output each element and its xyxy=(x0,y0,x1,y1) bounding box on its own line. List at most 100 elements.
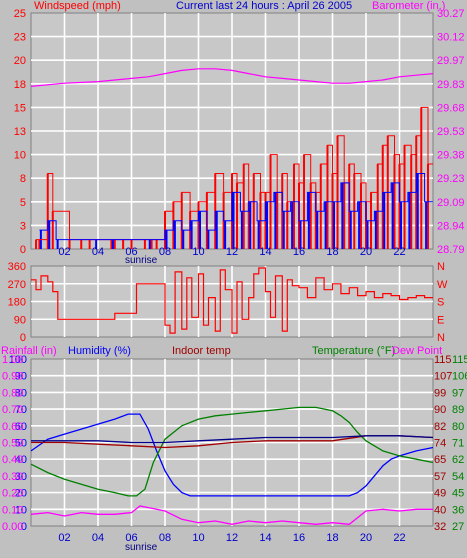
wind-y-tick: 23 xyxy=(14,32,26,44)
x-tick-label: 04 xyxy=(92,246,104,258)
chart-title: Current last 24 hours : April 26 2005 xyxy=(176,0,352,12)
rain-y-tick: 0.60 xyxy=(2,421,23,433)
humidity-y-tick: 50 xyxy=(15,438,27,450)
sunrise-label-top: sunrise xyxy=(125,255,158,266)
x-tick-label: 20 xyxy=(360,532,372,544)
direction-line xyxy=(31,267,433,334)
baro-y-tick: 29.68 xyxy=(437,102,465,114)
wind-panel: 25 23 20 18 15 13 10 8 5 3 0 30.27 30.12 29.97 29.83 2… xyxy=(14,8,465,266)
rain-y-tick: 1.00 xyxy=(2,354,23,366)
dew-y-tick: 89 xyxy=(452,404,464,416)
baro-y-tick: 29.38 xyxy=(437,150,465,162)
x-tick-label: 10 xyxy=(192,246,204,258)
wind-y-tick: 25 xyxy=(14,8,26,20)
temp-y-tick: 74 xyxy=(434,438,446,450)
x-tick-label: 20 xyxy=(360,246,372,258)
rainfall-axis-title: Rainfall (in) xyxy=(1,345,57,357)
x-tick-label: 02 xyxy=(58,246,70,258)
rain-y-tick: 0.30 xyxy=(2,471,23,483)
direction-y-tick: 270 xyxy=(8,279,26,291)
temperature-marks xyxy=(30,406,434,525)
dew-y-tick: 115 xyxy=(452,354,467,366)
baro-y-tick: 29.09 xyxy=(437,197,465,209)
avg-wind-step-line xyxy=(39,173,433,241)
compass-tick: W xyxy=(437,279,448,291)
temp-y-tick: 40 xyxy=(434,504,446,516)
x-tick-label: 08 xyxy=(159,532,171,544)
baro-y-tick: 29.23 xyxy=(437,173,465,185)
humidity-axis-title: Humidity (%) xyxy=(68,345,131,357)
dew-y-tick: 54 xyxy=(452,471,464,483)
dew-y-tick: 36 xyxy=(452,504,464,516)
wind-y-tick: 0 xyxy=(20,244,26,256)
baro-y-tick: 30.27 xyxy=(437,8,465,20)
rain-y-tick: 0.80 xyxy=(2,387,23,399)
temp-y-tick: 82 xyxy=(434,421,446,433)
humidity-y-tick: 20 xyxy=(15,488,27,500)
rain-y-tick: 0.20 xyxy=(2,488,23,500)
dew-y-tick: 62 xyxy=(452,454,464,466)
baro-y-tick: 28.94 xyxy=(437,220,465,232)
wind-y-tick: 15 xyxy=(14,102,26,114)
rain-y-tick: 0.70 xyxy=(2,404,23,416)
rain-y-tick: 0.10 xyxy=(2,504,23,516)
temperature-dew-y-axis: 1151079990827465574940321151069789807162… xyxy=(434,354,467,533)
x-tick-label: 18 xyxy=(326,532,338,544)
baro-y-tick: 28.79 xyxy=(437,244,465,256)
baro-y-tick: 29.83 xyxy=(437,79,465,91)
dew-y-tick: 97 xyxy=(452,387,464,399)
wind-y-tick: 3 xyxy=(20,220,26,232)
indoor-temp-title: Indoor temp xyxy=(172,345,231,357)
wind-y-tick: 20 xyxy=(14,55,26,67)
dewpoint-line xyxy=(31,435,434,444)
baro-y-tick: 29.97 xyxy=(437,55,465,67)
wind-y-tick: 18 xyxy=(14,79,26,91)
temperature-panel: 10090807060504030201001.000.900.800.700.… xyxy=(2,354,467,553)
x-tick-label: 12 xyxy=(226,532,238,544)
x-tick-label: 06 xyxy=(125,532,137,544)
dew-y-tick: 27 xyxy=(452,521,464,533)
temp-y-tick: 99 xyxy=(434,387,446,399)
wind-y-tick: 8 xyxy=(20,173,26,185)
x-tick-label: 06 xyxy=(125,246,137,258)
barometer-line xyxy=(30,68,434,87)
x-tick-label: 16 xyxy=(293,246,305,258)
humidity-rain-y-axis: 10090807060504030201001.000.900.800.700.… xyxy=(2,354,27,533)
direction-y-tick: 0 xyxy=(20,332,26,344)
temperature-x-axis: 02 04 06 08 10 12 14 16 18 20 22 xyxy=(58,532,405,544)
humidity-y-tick: 100 xyxy=(9,354,27,366)
x-tick-label: 22 xyxy=(393,246,405,258)
dew-y-tick: 71 xyxy=(452,438,464,450)
x-tick-label: 14 xyxy=(259,246,271,258)
temp-y-tick: 65 xyxy=(434,454,446,466)
wind-y-tick: 10 xyxy=(14,150,26,162)
x-tick-label: 10 xyxy=(192,532,204,544)
rainfall-line xyxy=(30,505,433,525)
rain-y-tick: 0.90 xyxy=(2,371,23,383)
compass-tick: N xyxy=(437,332,445,344)
wind-marks xyxy=(30,68,434,249)
direction-y-tick: 90 xyxy=(14,314,26,326)
x-tick-label: 08 xyxy=(159,246,171,258)
x-tick-label: 04 xyxy=(92,532,104,544)
compass-tick: E xyxy=(437,314,444,326)
barometer-y-axis-right: 30.27 30.12 29.97 29.83 29.68 29.53 29.38 29.23… xyxy=(437,8,465,256)
direction-marks xyxy=(31,267,433,334)
humidity-line xyxy=(30,413,434,497)
compass-tick: N xyxy=(437,261,445,273)
rain-y-tick: 0.50 xyxy=(2,438,23,450)
temp-y-tick: 90 xyxy=(434,404,446,416)
humidity-y-tick: 90 xyxy=(15,371,27,383)
temp-y-tick: 107 xyxy=(434,371,452,383)
x-tick-label: 14 xyxy=(259,532,271,544)
humidity-y-tick: 60 xyxy=(15,421,27,433)
humidity-y-tick: 30 xyxy=(15,471,27,483)
humidity-y-tick: 10 xyxy=(15,504,27,516)
dew-y-tick: 80 xyxy=(452,421,464,433)
baro-y-tick: 30.12 xyxy=(437,32,465,44)
humidity-y-tick: 40 xyxy=(15,454,27,466)
x-tick-label: 12 xyxy=(226,246,238,258)
x-tick-label: 02 xyxy=(58,532,70,544)
